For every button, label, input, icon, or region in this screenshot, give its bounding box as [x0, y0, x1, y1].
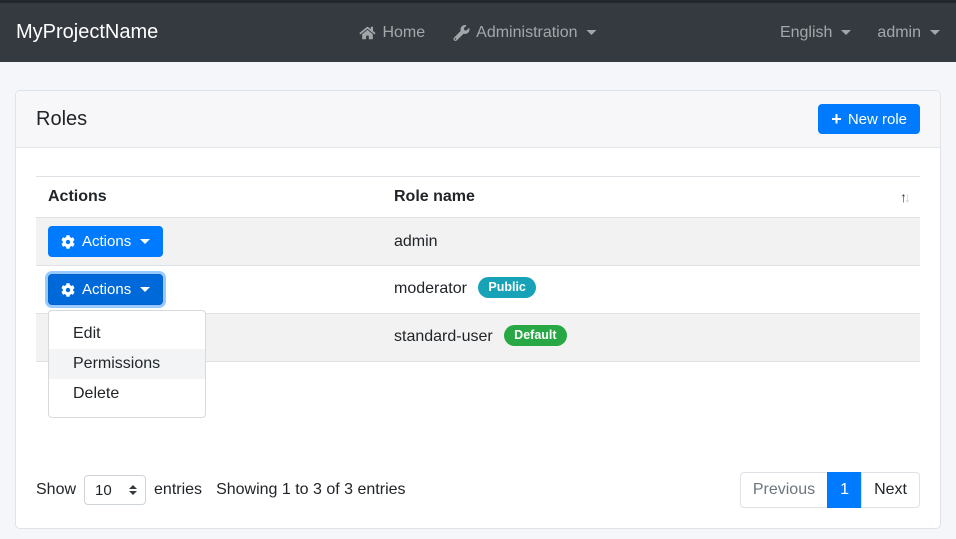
default-badge: Default	[504, 325, 567, 346]
column-header-role-name-label: Role name	[394, 188, 475, 205]
dropdown-item-edit[interactable]: Edit	[73, 325, 101, 342]
navbar-center-menu: Home Administration	[359, 3, 597, 62]
chevron-down-icon	[140, 287, 151, 292]
sort-desc-arrow: ↓	[904, 189, 911, 205]
page-length-value: 10	[95, 481, 112, 499]
column-header-actions[interactable]: Actions	[36, 176, 382, 218]
role-name: moderator	[394, 280, 467, 298]
page-length-group: Show 10 entries	[36, 475, 202, 505]
show-label: Show	[36, 481, 77, 498]
row-actions-button-open[interactable]: Actions	[48, 274, 164, 305]
column-header-actions-label: Actions	[48, 188, 107, 205]
navbar-right-menu: English admin	[780, 24, 940, 42]
roles-card: Roles + New role Actions Role name ↑↓	[15, 90, 941, 529]
user-label: admin	[877, 23, 921, 41]
chevron-down-icon	[930, 30, 940, 35]
nav-administration-label: Administration	[476, 23, 578, 41]
pagination-previous-button[interactable]: Previous	[739, 472, 829, 508]
gear-icon	[61, 234, 75, 249]
chevron-down-icon	[140, 239, 151, 244]
actions-cell: Actions	[36, 217, 382, 266]
role-name-cell: standard-user Default	[382, 313, 920, 362]
page-title: Roles	[36, 107, 88, 130]
roles-table: Actions Role name ↑↓	[36, 176, 920, 418]
sort-asc-arrow: ↑	[900, 189, 907, 205]
top-navbar: MyProjectName Home Administration Englis…	[0, 0, 956, 62]
table-info-text: Showing 1 to 3 of 3 entries	[216, 481, 406, 498]
sort-icon[interactable]: ↑↓	[900, 189, 911, 205]
pagination: Previous 1 Next	[739, 472, 920, 508]
table-row: Actions Edit Permissions Delete moderato…	[36, 265, 920, 418]
role-name-cell: admin	[382, 217, 920, 266]
column-header-role-name[interactable]: Role name ↑↓	[382, 176, 920, 218]
actions-dropdown-menu: Edit Permissions Delete	[48, 310, 206, 418]
nav-item-home[interactable]: Home	[359, 24, 425, 42]
chevron-down-icon	[586, 30, 597, 35]
new-role-button[interactable]: + New role	[818, 104, 920, 134]
plus-icon: +	[831, 109, 842, 129]
pagination-next-button[interactable]: Next	[861, 472, 920, 508]
new-role-button-label: New role	[847, 110, 907, 128]
dropdown-item-delete[interactable]: Delete	[73, 385, 120, 402]
actions-cell: Actions Edit Permissions Delete	[36, 265, 382, 418]
table-row: Actions admin	[36, 217, 920, 266]
page-length-select[interactable]: 10	[84, 475, 147, 505]
language-dropdown[interactable]: English	[779, 23, 852, 42]
role-name: standard-user	[394, 328, 493, 346]
pagination-page-1-button[interactable]: 1	[827, 472, 863, 508]
roles-card-header: Roles + New role	[16, 91, 940, 148]
row-actions-button[interactable]: Actions	[48, 226, 164, 257]
role-name: admin	[394, 232, 438, 250]
wrench-icon	[453, 24, 470, 41]
row-actions-button-label: Actions	[82, 233, 132, 250]
home-icon	[359, 26, 376, 39]
dropdown-item-permissions[interactable]: Permissions	[49, 349, 205, 379]
roles-card-body: Actions Role name ↑↓	[16, 148, 940, 528]
entries-label: entries	[154, 481, 203, 498]
nav-item-administration[interactable]: Administration	[453, 23, 597, 42]
chevron-down-icon	[841, 30, 852, 35]
gear-icon	[61, 282, 75, 297]
user-dropdown[interactable]: admin	[877, 24, 940, 42]
updown-arrows-icon	[129, 485, 138, 495]
table-footer: Show 10 entries Showing 1 to 3 of 3 entr…	[36, 472, 920, 508]
public-badge: Public	[478, 277, 536, 298]
brand-title[interactable]: MyProjectName	[16, 21, 159, 43]
role-name-cell: moderator Public	[382, 265, 920, 314]
language-label: English	[779, 23, 833, 41]
nav-home-label: Home	[382, 23, 426, 41]
table-header-row: Actions Role name ↑↓	[36, 176, 920, 218]
row-actions-button-label: Actions	[82, 281, 132, 298]
